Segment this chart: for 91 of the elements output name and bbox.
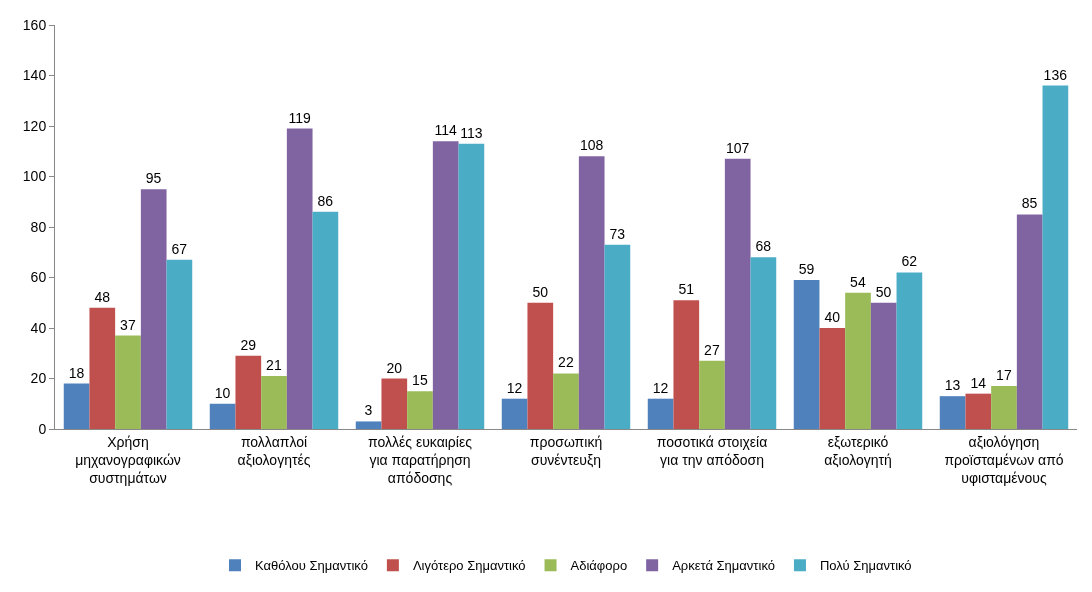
data-label: 54 (850, 273, 866, 290)
bar (312, 211, 339, 429)
y-tick-label: 140 (22, 67, 47, 84)
x-tick-label: πολλές ευκαιρίες για παρατήρηση απόδοσης (368, 433, 473, 487)
y-tick-label: 20 (30, 370, 47, 387)
legend-label: Πολύ Σημαντικό (819, 558, 912, 574)
bar (261, 375, 287, 429)
data-label: 10 (214, 384, 231, 401)
bar (750, 257, 777, 429)
bar (209, 403, 236, 429)
legend-label: Λιγότερο Σημαντικό (412, 558, 526, 574)
bar (991, 386, 1017, 429)
bar (166, 259, 193, 429)
bar (286, 128, 313, 429)
data-label: 85 (1021, 195, 1038, 212)
data-label: 73 (609, 225, 626, 242)
bar (939, 396, 966, 429)
data-label: 12 (506, 379, 523, 396)
data-label: 27 (704, 341, 720, 358)
x-tick-label: προσωπική συνέντευξη (529, 433, 603, 468)
data-label: 95 (145, 170, 162, 187)
bar (673, 300, 700, 429)
data-label: 18 (68, 364, 85, 381)
bar (819, 328, 846, 429)
x-tick-label: ποσοτικά στοιχεία για την απόδοση (656, 433, 768, 468)
y-tick-label: 40 (30, 319, 47, 336)
data-label: 113 (460, 124, 483, 141)
data-label: 14 (970, 374, 987, 391)
data-label: 20 (386, 359, 403, 376)
bar (458, 143, 485, 429)
data-label: 3 (364, 402, 373, 419)
bar (140, 189, 167, 429)
data-label: 48 (94, 288, 111, 305)
legend-label: Καθόλου Σημαντικό (255, 558, 368, 574)
x-tick-label: αξιολόγηση προϊσταμένων από υφισταμένους (944, 433, 1064, 487)
bar (89, 307, 116, 429)
y-tick-label: 120 (22, 117, 47, 134)
bar (432, 141, 459, 429)
bar (355, 421, 382, 429)
data-label: 21 (266, 356, 282, 373)
bar (699, 360, 725, 429)
data-label: 12 (652, 379, 669, 396)
data-label: 108 (579, 137, 604, 154)
legend-label: Αδιάφορο (570, 558, 628, 574)
bar (1042, 85, 1069, 429)
bar (501, 398, 528, 429)
x-tick-label: πολλαπλοί αξιολογητές (237, 433, 311, 468)
x-tick-label: Χρήση μηχανογραφικών συστημάτων (75, 433, 181, 487)
data-label: 68 (755, 238, 772, 255)
data-label: 107 (725, 139, 750, 156)
data-label: 59 (798, 261, 815, 278)
y-tick-label: 60 (30, 269, 47, 286)
data-label: 13 (944, 377, 961, 394)
bar (965, 393, 992, 429)
bar (63, 383, 90, 429)
y-tick-label: 100 (22, 168, 47, 185)
bar (407, 391, 433, 429)
bar (870, 302, 897, 429)
data-label: 50 (532, 283, 549, 300)
bar (845, 292, 871, 429)
x-tick-label: εξωτερικό αξιολογητή (824, 433, 892, 468)
data-label: 17 (996, 367, 1012, 384)
data-label: 62 (901, 253, 918, 270)
data-label: 22 (558, 354, 574, 371)
bar (553, 373, 579, 429)
bar (235, 355, 262, 429)
bar (1016, 214, 1043, 429)
data-label: 114 (434, 122, 457, 139)
bar (115, 335, 141, 429)
bar (381, 378, 408, 429)
data-label: 86 (317, 192, 334, 209)
legend-label: Αρκετά Σημαντικό (672, 558, 775, 574)
bar (527, 302, 554, 429)
data-label: 50 (875, 283, 892, 300)
bar (578, 156, 605, 429)
bar (896, 272, 923, 429)
data-label: 67 (171, 240, 188, 257)
bar (604, 244, 631, 429)
bar (793, 280, 820, 429)
data-label: 136 (1043, 66, 1068, 83)
data-label: 37 (120, 316, 136, 333)
bar (647, 398, 674, 429)
data-label: 51 (678, 281, 695, 298)
data-label: 40 (824, 309, 841, 325)
data-label: 15 (412, 372, 428, 389)
y-tick-label: 80 (30, 218, 47, 235)
bar (724, 158, 751, 429)
y-tick-label: 160 (22, 16, 47, 33)
data-label: 29 (240, 336, 257, 353)
data-label: 119 (288, 109, 311, 126)
y-tick-label: 0 (38, 420, 47, 437)
